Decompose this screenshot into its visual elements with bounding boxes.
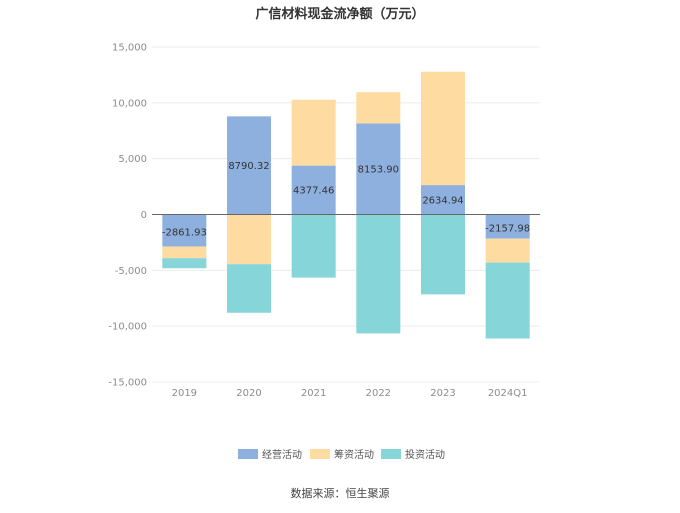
y-tick-label: 0 xyxy=(141,210,147,221)
y-tick-label: -5,000 xyxy=(115,266,147,277)
y-tick-label: 10,000 xyxy=(112,98,147,109)
x-tick-label: 2021 xyxy=(301,388,326,399)
bar-segment xyxy=(356,92,401,124)
bar-segment xyxy=(485,238,530,263)
bar-segment xyxy=(162,258,207,269)
bar-segment xyxy=(485,262,530,339)
bar-segment xyxy=(421,71,465,186)
legend-swatch xyxy=(238,449,258,459)
x-tick-label: 2022 xyxy=(366,388,391,399)
bar-segment xyxy=(291,214,336,278)
bar-value-label: -2861.93 xyxy=(162,228,207,239)
bars xyxy=(162,71,530,339)
legend-label: 筹资活动 xyxy=(334,448,374,461)
bar-labels: -2861.93 8790.32 4377.46 8153.90 2634.94 -215… xyxy=(162,161,530,239)
legend-label: 投资活动 xyxy=(405,448,445,461)
x-tick-label: 2020 xyxy=(236,388,261,399)
bar-segment xyxy=(227,214,271,265)
y-axis-ticks: 15,000 10,000 5,000 0 -5,000 -10,000 -15,000 xyxy=(108,43,147,389)
bar-value-label: 2634.94 xyxy=(422,195,463,206)
bar-value-label: 8153.90 xyxy=(358,164,399,175)
bar-value-label: -2157.98 xyxy=(485,223,530,234)
x-tick-label: 2023 xyxy=(430,388,455,399)
x-axis-ticks: 2019 2020 2021 2022 2023 2024Q1 xyxy=(172,388,528,399)
data-source: 数据来源：恒生聚源 xyxy=(291,486,390,500)
bar-value-label: 4377.46 xyxy=(293,186,334,197)
grid-lines xyxy=(152,46,540,383)
bar-segment xyxy=(227,264,271,313)
bar-segment xyxy=(227,116,271,215)
x-tick-label: 2019 xyxy=(172,388,197,399)
y-tick-label: -10,000 xyxy=(108,322,147,333)
x-tick-label: 2024Q1 xyxy=(488,388,528,399)
legend-label: 经营活动 xyxy=(262,448,302,461)
legend: 经营活动 筹资活动 投资活动 xyxy=(238,448,445,461)
legend-swatch xyxy=(381,449,401,459)
chart-title: 广信材料现金流净额（万元） xyxy=(255,6,424,22)
bar-segment xyxy=(291,165,336,215)
bar-value-label: 8790.32 xyxy=(228,161,269,172)
bar-segment xyxy=(356,123,401,215)
y-tick-label: 5,000 xyxy=(118,154,147,165)
y-tick-label: -15,000 xyxy=(108,378,147,389)
legend-swatch xyxy=(310,449,330,459)
bar-segment xyxy=(162,214,207,247)
bar-segment xyxy=(162,246,207,259)
bar-segment xyxy=(485,214,530,239)
bar-segment xyxy=(291,99,336,166)
bar-segment xyxy=(421,214,465,295)
y-tick-label: 15,000 xyxy=(112,43,147,54)
bar-segment xyxy=(421,185,465,215)
bar-segment xyxy=(356,214,401,334)
